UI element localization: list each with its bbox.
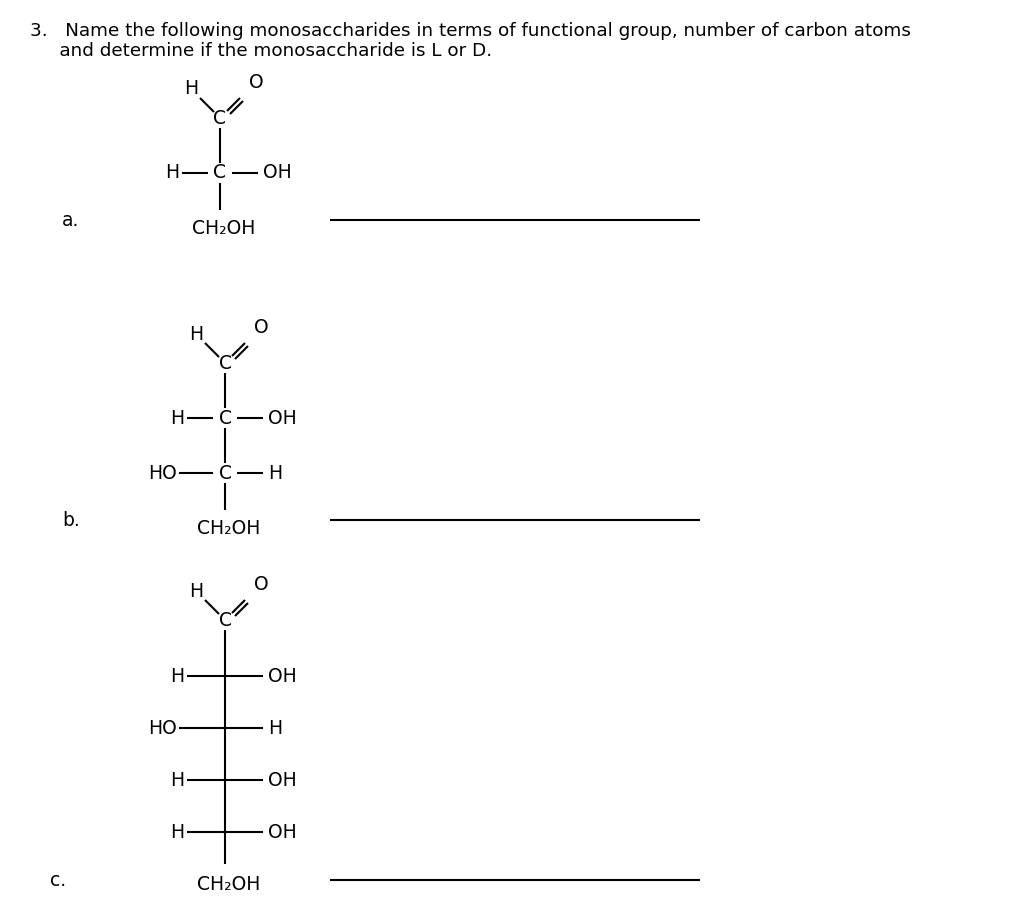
Text: C: C <box>218 464 231 482</box>
Text: H: H <box>170 771 184 789</box>
Text: OH: OH <box>267 771 296 789</box>
Text: O: O <box>249 73 263 91</box>
Text: OH: OH <box>262 163 292 183</box>
Text: OH: OH <box>267 667 296 685</box>
Text: a.: a. <box>62 210 80 230</box>
Text: O: O <box>254 574 268 594</box>
Text: C: C <box>213 163 226 183</box>
Text: c.: c. <box>50 870 67 890</box>
Text: CH₂OH: CH₂OH <box>198 874 261 893</box>
Text: CH₂OH: CH₂OH <box>198 518 261 538</box>
Text: H: H <box>170 408 184 428</box>
Text: H: H <box>268 718 282 738</box>
Text: C: C <box>218 408 231 428</box>
Text: H: H <box>184 79 198 99</box>
Text: H: H <box>268 464 282 482</box>
Text: and determine if the monosaccharide is L or D.: and determine if the monosaccharide is L… <box>30 42 493 60</box>
Text: C: C <box>218 353 231 372</box>
Text: b.: b. <box>62 511 80 529</box>
Text: HO: HO <box>148 718 177 738</box>
Text: C: C <box>218 610 231 630</box>
Text: H: H <box>189 582 203 600</box>
Text: H: H <box>170 822 184 842</box>
Text: H: H <box>170 667 184 685</box>
Text: HO: HO <box>148 464 177 482</box>
Text: O: O <box>254 317 268 337</box>
Text: OH: OH <box>267 822 296 842</box>
Text: CH₂OH: CH₂OH <box>193 219 256 238</box>
Text: H: H <box>165 163 179 183</box>
Text: C: C <box>213 109 226 127</box>
Text: 3.   Name the following monosaccharides in terms of functional group, number of : 3. Name the following monosaccharides in… <box>30 22 911 40</box>
Text: H: H <box>189 325 203 344</box>
Text: OH: OH <box>267 408 296 428</box>
